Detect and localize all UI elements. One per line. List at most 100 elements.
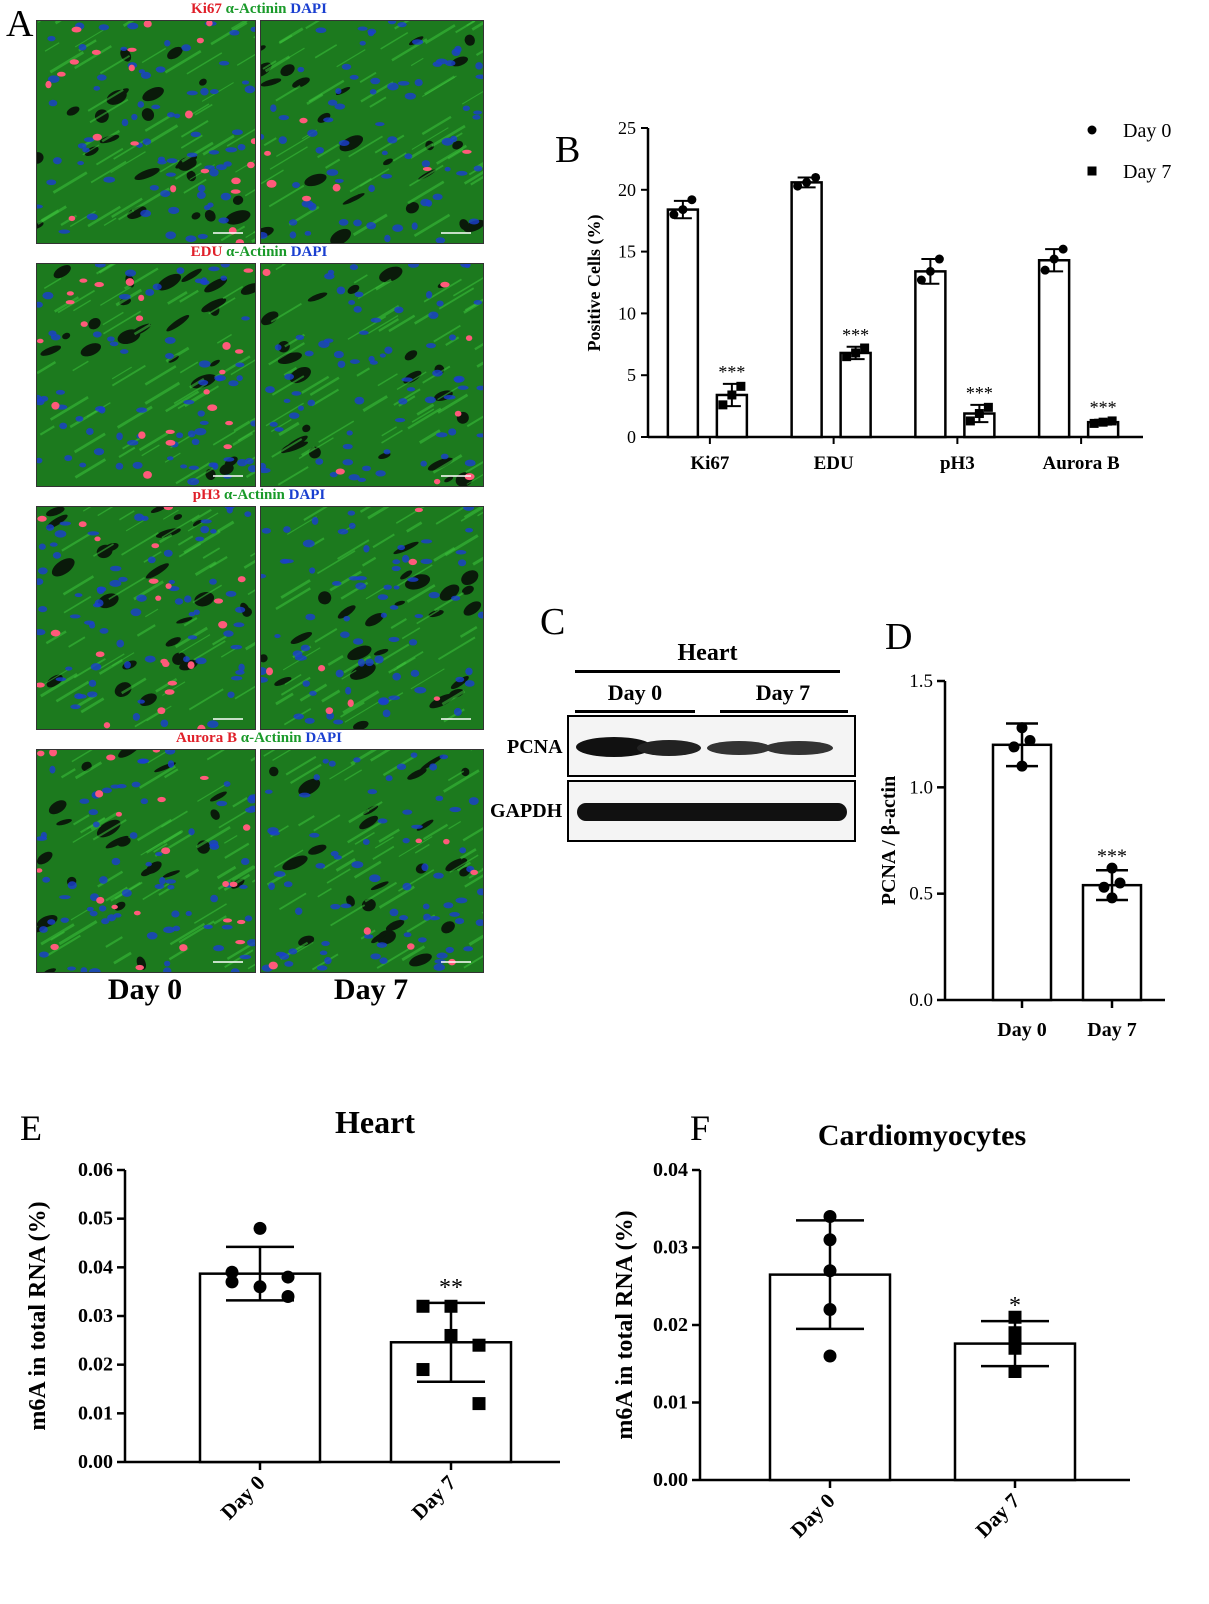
micrograph-1-0: [36, 263, 256, 487]
e-point-0-3: [281, 1290, 295, 1304]
f-xtick-label-1: Day 7: [971, 1489, 1025, 1543]
b-point-0-0-1: [678, 205, 688, 215]
b-xtick-label-2: pH3: [940, 453, 975, 474]
blot-label-pcna: PCNA: [507, 736, 563, 758]
d-point-0-3: [1016, 722, 1028, 734]
f-point-0-1: [823, 1233, 837, 1247]
b-ylabel: Positive Cells (%): [584, 215, 605, 352]
micrograph-label-1: EDU α-Actinin DAPI: [36, 244, 482, 261]
micrograph-group-label-0: Day 0: [107, 973, 183, 1006]
b-point-1-3-2: [1107, 416, 1117, 426]
blot-group-day0: Day 0: [607, 680, 663, 705]
micrograph-label-2: pH3 α-Actinin DAPI: [36, 487, 482, 504]
f-xtick-label-0: Day 0: [786, 1489, 840, 1543]
b-bar-0-2: [914, 270, 947, 439]
b-sig-0: ***: [718, 362, 745, 382]
micrograph-1-1: [260, 263, 484, 487]
d-point-0-2: [1024, 735, 1036, 747]
b-sig-2: ***: [966, 383, 993, 403]
blot-group-day7: Day 7: [755, 680, 811, 705]
d-point-1-3: [1106, 862, 1118, 874]
micrograph-2-1: [260, 506, 484, 730]
dapi-text: DAPI: [290, 244, 328, 260]
e-ylabel: m6A in total RNA (%): [25, 1201, 51, 1430]
e-sig-1: **: [439, 1275, 463, 1301]
b-point-0-1-2: [811, 172, 821, 182]
e-ytick-label-1: 0.01: [78, 1402, 113, 1424]
f-title: Cardiomyocytes: [818, 1119, 1026, 1152]
b-ytick-label-3: 15: [618, 242, 636, 262]
b-bar-0-1: [790, 181, 823, 439]
panel-a-letter: A: [6, 3, 34, 45]
d-ytick-label-0: 0.0: [909, 990, 933, 1011]
micrograph-2-0: [36, 506, 256, 730]
e-point-1-5: [472, 1397, 486, 1411]
e-point-0-4: [225, 1275, 239, 1289]
b-sig-1: ***: [842, 325, 869, 345]
micrograph-3-1: [260, 749, 484, 973]
d-ytick-label-1: 0.5: [909, 884, 933, 905]
b-bar-0-3: [1037, 259, 1071, 439]
d-ytick-label-2: 1.0: [909, 777, 933, 798]
f-sig-1: *: [1009, 1293, 1021, 1319]
micrograph-label-3: Aurora B α-Actinin DAPI: [36, 730, 482, 747]
d-ytick-label-3: 1.5: [909, 671, 933, 692]
b-point-1-2-1: [974, 409, 984, 419]
dapi-text: DAPI: [290, 1, 327, 17]
micrograph-0-0: [36, 20, 256, 244]
panel-e-letter: E: [20, 1108, 42, 1148]
marker-text: Ki67: [191, 1, 222, 17]
b-ytick-label-0: 0: [627, 427, 636, 447]
micrograph-3-0: [36, 749, 256, 973]
f-ytick-label-0: 0.00: [653, 1469, 688, 1491]
d-ylabel: PCNA / β-actin: [878, 776, 900, 905]
micrograph-label-0: Ki67 α-Actinin DAPI: [36, 1, 482, 18]
b-point-0-1-1: [802, 177, 812, 187]
micrograph-0-1: [260, 20, 484, 244]
e-ytick-label-6: 0.06: [78, 1159, 113, 1181]
f-ytick-label-1: 0.01: [653, 1392, 688, 1414]
panel-b-letter: B: [555, 129, 581, 171]
b-point-0-0-2: [687, 195, 697, 205]
e-ytick-label-5: 0.05: [78, 1208, 113, 1230]
e-bar-0: [198, 1272, 322, 1464]
dapi-text: DAPI: [288, 487, 326, 503]
e-ytick-label-2: 0.02: [78, 1354, 113, 1376]
panel-c-letter: C: [540, 601, 566, 643]
e-point-1-4: [416, 1363, 430, 1377]
e-point-0-5: [281, 1270, 295, 1284]
micrograph-group-label-1: Day 7: [333, 973, 409, 1006]
b-point-0-2-2: [934, 254, 944, 264]
b-point-1-1-0: [842, 352, 852, 362]
b-point-0-3-2: [1058, 244, 1068, 254]
b-point-1-2-0: [965, 416, 975, 426]
b-point-0-0-0: [669, 210, 679, 220]
f-ytick-label-2: 0.02: [653, 1314, 688, 1336]
b-legend-marker-0: [1087, 125, 1097, 135]
actinin-text: α-Actinin: [223, 487, 285, 503]
d-xtick-label-0: Day 0: [997, 1019, 1046, 1041]
blot-gapdh: [567, 780, 856, 842]
e-ytick-label-4: 0.04: [78, 1256, 113, 1278]
f-point-0-0: [823, 1210, 837, 1223]
b-point-0-3-1: [1049, 254, 1059, 264]
blot-tissue-line: [575, 670, 840, 673]
b-point-1-3-1: [1098, 417, 1108, 427]
e-point-0-2: [253, 1280, 267, 1294]
b-ytick-label-1: 5: [627, 365, 636, 385]
b-point-0-3-0: [1040, 265, 1050, 275]
b-point-1-1-2: [860, 343, 870, 353]
d-point-1-0: [1106, 892, 1118, 904]
b-xtick-label-0: Ki67: [690, 453, 730, 474]
f-point-1-0: [1008, 1310, 1022, 1324]
e-point-1-3: [472, 1338, 486, 1352]
marker-text: EDU: [190, 244, 223, 260]
e-point-1-2: [444, 1328, 458, 1342]
actinin-text: α-Actinin: [225, 1, 287, 17]
b-legend-marker-1: [1087, 166, 1097, 176]
f-ytick-label-4: 0.04: [653, 1159, 688, 1181]
b-point-1-1-1: [851, 348, 861, 358]
d-sig-1: ***: [1097, 845, 1127, 867]
b-ytick-label-5: 25: [618, 118, 636, 138]
